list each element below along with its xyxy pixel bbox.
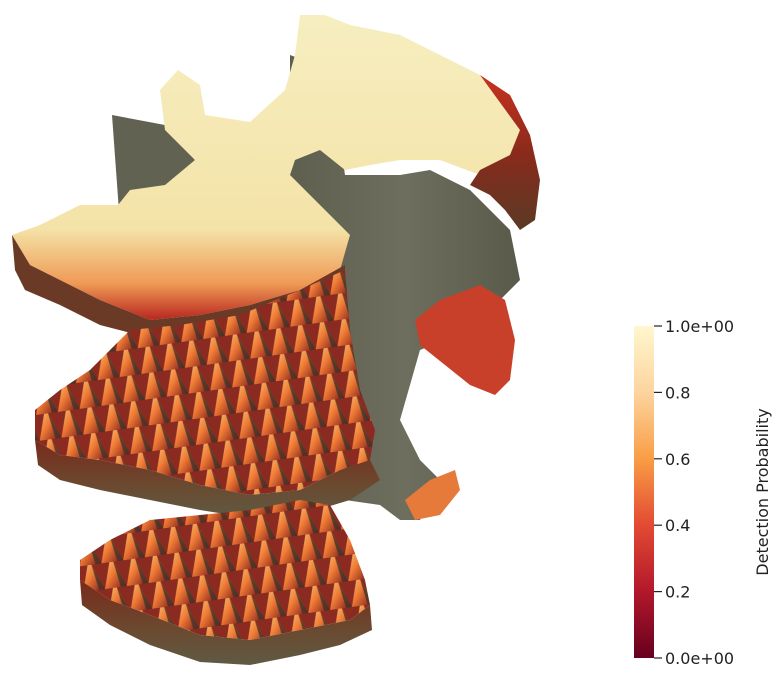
colorbar-ticks: 1.0e+00 0.8 0.6 0.4 0.2 0.0e+00 <box>654 317 734 668</box>
colorbar-tick-label: 0.4 <box>665 516 690 535</box>
colorbar-tick-label: 0.2 <box>665 583 690 602</box>
disk-lower <box>80 500 370 640</box>
disk-upper-side <box>35 440 380 518</box>
top-cap-right-edge <box>470 75 540 230</box>
colorbar-title: Detection Probability <box>753 408 772 575</box>
disk-lower-side <box>80 580 372 665</box>
tower-accent-mid <box>415 285 515 395</box>
colorbar-tick-label: 0.6 <box>665 450 690 469</box>
tower-accent-low <box>405 470 460 520</box>
colorbar-tick-label: 0.0e+00 <box>665 649 734 668</box>
colorbar-tick-label: 0.8 <box>665 383 690 402</box>
colorbar-gradient <box>634 326 654 658</box>
disk-upper <box>35 270 375 495</box>
top-cap <box>12 15 525 320</box>
colorbar-tick-label: 1.0e+00 <box>665 317 734 336</box>
